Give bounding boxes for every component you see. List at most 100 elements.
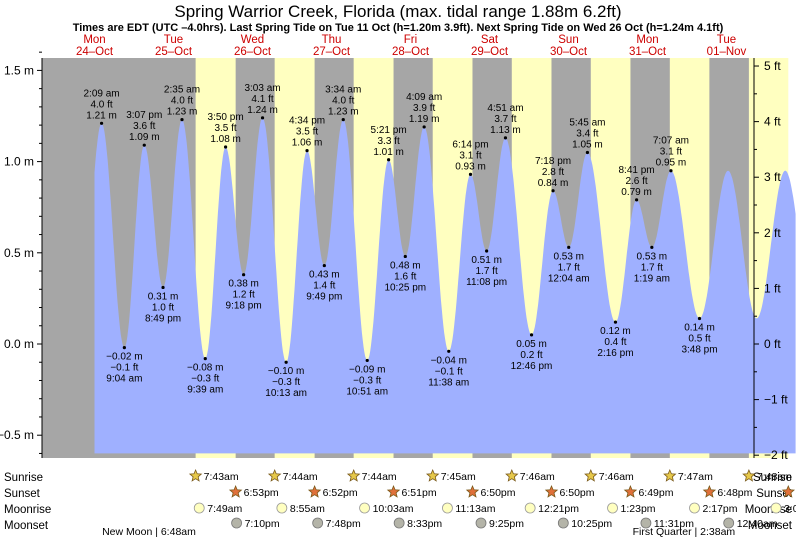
tide-height-m: 0.53 m	[553, 251, 584, 262]
tide-height-ft: −0.3 ft	[353, 375, 381, 386]
moonrise-time: 11:13am	[455, 503, 495, 515]
day-name: Sat	[481, 34, 499, 46]
tide-height-ft: 0.5 ft	[688, 333, 710, 344]
right-tick-label: 2 ft	[764, 226, 781, 240]
moonrise-icon	[524, 502, 536, 514]
left-tick-label: 0.0 m	[4, 337, 34, 351]
row-label-sunrise-left: Sunrise	[4, 472, 43, 484]
tide-time: 11:38 am	[428, 377, 469, 388]
tide-time: 10:51 am	[346, 386, 388, 397]
tide-height-ft: 1.7 ft	[558, 262, 580, 273]
tide-height-m: 1.08 m	[210, 134, 241, 145]
tide-point	[613, 320, 618, 324]
day-name: Mon	[636, 34, 658, 46]
sunrise-time: 7:43am	[204, 471, 239, 483]
moonrise-time: 8:55am	[290, 503, 325, 515]
tide-time: 5:21 pm	[371, 125, 407, 136]
tide-point	[669, 169, 673, 173]
tide-time: 2:16 pm	[597, 348, 633, 359]
tide-height-m: 0.84 m	[538, 178, 569, 189]
sunset-time: 6:50pm	[480, 487, 515, 499]
tide-height-ft: 3.3 ft	[377, 136, 399, 147]
tide-height-ft: 3.4 ft	[576, 128, 598, 139]
sunrise-icon	[663, 468, 677, 482]
tide-height-m: 0.05 m	[516, 339, 547, 350]
sunset-icon	[702, 484, 717, 498]
tide-height-ft: 1.7 ft	[641, 262, 663, 273]
sunrise-time: 7:46am	[520, 471, 555, 483]
tide-time: 9:49 pm	[306, 292, 342, 303]
moonrise-icon	[607, 502, 618, 514]
tide-height-m: −0.10 m	[268, 366, 304, 377]
tide-point	[224, 145, 228, 149]
sunrise-icon	[584, 468, 598, 482]
tide-height-ft: 2.8 ft	[542, 167, 564, 178]
left-axis-meters: 1.5 m 1.0 m 0.5 m 0.0 m −0.5 m	[0, 51, 43, 458]
day-name: Wed	[241, 34, 264, 46]
day-date: 01–Nov	[707, 46, 747, 58]
tide-point	[447, 349, 451, 353]
tide-point	[387, 158, 391, 162]
chart-subtitle: Times are EDT (UTC –4.0hrs). Last Spring…	[73, 22, 724, 34]
moonrise-icon	[193, 502, 205, 514]
tide-point	[260, 116, 265, 120]
row-label-sunset-left: Sunset	[4, 488, 41, 500]
tide-time: 7:18 pm	[535, 156, 571, 167]
day-date: 26–Oct	[234, 46, 272, 58]
moonset-icon	[393, 517, 405, 529]
sunset-icon	[623, 484, 638, 498]
tide-time: 5:45 am	[569, 117, 605, 128]
tide-point	[697, 316, 702, 321]
tide-height-ft: 4.1 ft	[251, 94, 273, 105]
day-date: 27–Oct	[313, 46, 351, 58]
tide-height-m: −0.04 m	[431, 355, 467, 366]
tide-point	[422, 125, 426, 129]
tide-point	[567, 245, 571, 249]
tide-point	[203, 356, 207, 361]
sunrise-icon	[505, 468, 519, 482]
sunset-icon	[228, 484, 243, 498]
moonset-time: 8:33pm	[407, 518, 442, 530]
plot-area: 2:09 am4.0 ft1.21 m−0.02 m−0.1 ft9:04 am…	[42, 58, 796, 458]
sunset-icon	[386, 484, 401, 498]
tide-height-m: 1.01 m	[373, 147, 404, 158]
tide-height-m: −0.08 m	[187, 363, 223, 374]
moonset-time: 7:48pm	[326, 518, 361, 530]
day-name: Tue	[164, 34, 183, 46]
tide-time: 4:09 am	[406, 92, 442, 103]
sunrise-time: 7:44am	[362, 471, 397, 483]
tide-time: 12:04 am	[548, 273, 590, 284]
tide-time: 4:34 pm	[289, 116, 325, 127]
tide-height-ft: −0.3 ft	[272, 377, 300, 388]
moonset-time: 7:10pm	[245, 518, 280, 530]
tide-area	[94, 117, 796, 454]
astronomy-events: 7:43am 7:44am 7:44am 7:45am 7:46am 7:46am 7:47…	[102, 468, 796, 538]
day-date: 31–Oct	[629, 46, 667, 58]
tide-height-ft: 0.2 ft	[520, 350, 542, 361]
sunset-time: 6:49pm	[638, 487, 673, 499]
sunrise-icon	[188, 468, 203, 482]
tide-height-m: −0.02 m	[106, 352, 142, 363]
day-labels: Mon24–OctTue25–OctWed26–OctThu27–OctFri2…	[76, 34, 747, 58]
tide-height-m: 1.09 m	[129, 132, 160, 143]
tide-time: 3:03 am	[244, 83, 280, 94]
tide-time: 2:35 am	[164, 85, 200, 96]
tide-time: 2:09 am	[84, 88, 120, 99]
moonset-icon	[231, 517, 243, 529]
left-tick-label: 1.0 m	[4, 155, 34, 169]
moonset-time: 11:31pm	[654, 518, 694, 530]
tide-time: 9:39 am	[187, 385, 223, 396]
moonset-icon	[723, 517, 735, 529]
tide-time: 10:13 am	[265, 388, 307, 399]
right-tick-label: 0 ft	[764, 337, 781, 351]
day-date: 24–Oct	[76, 46, 114, 58]
tide-height-m: −0.09 m	[349, 364, 385, 375]
right-tick-label: 1 ft	[764, 281, 781, 295]
tide-height-m: 0.53 m	[637, 251, 668, 262]
moonrise-icon	[276, 502, 288, 514]
right-axis-feet: 5 ft 4 ft 3 ft 2 ft 1 ft 0 ft −1 ft −2 ft	[753, 58, 788, 462]
sunset-time: 6:53pm	[244, 487, 279, 499]
tide-height-m: 0.14 m	[684, 322, 715, 333]
day-date: 30–Oct	[550, 46, 588, 58]
sunset-icon	[465, 484, 480, 498]
